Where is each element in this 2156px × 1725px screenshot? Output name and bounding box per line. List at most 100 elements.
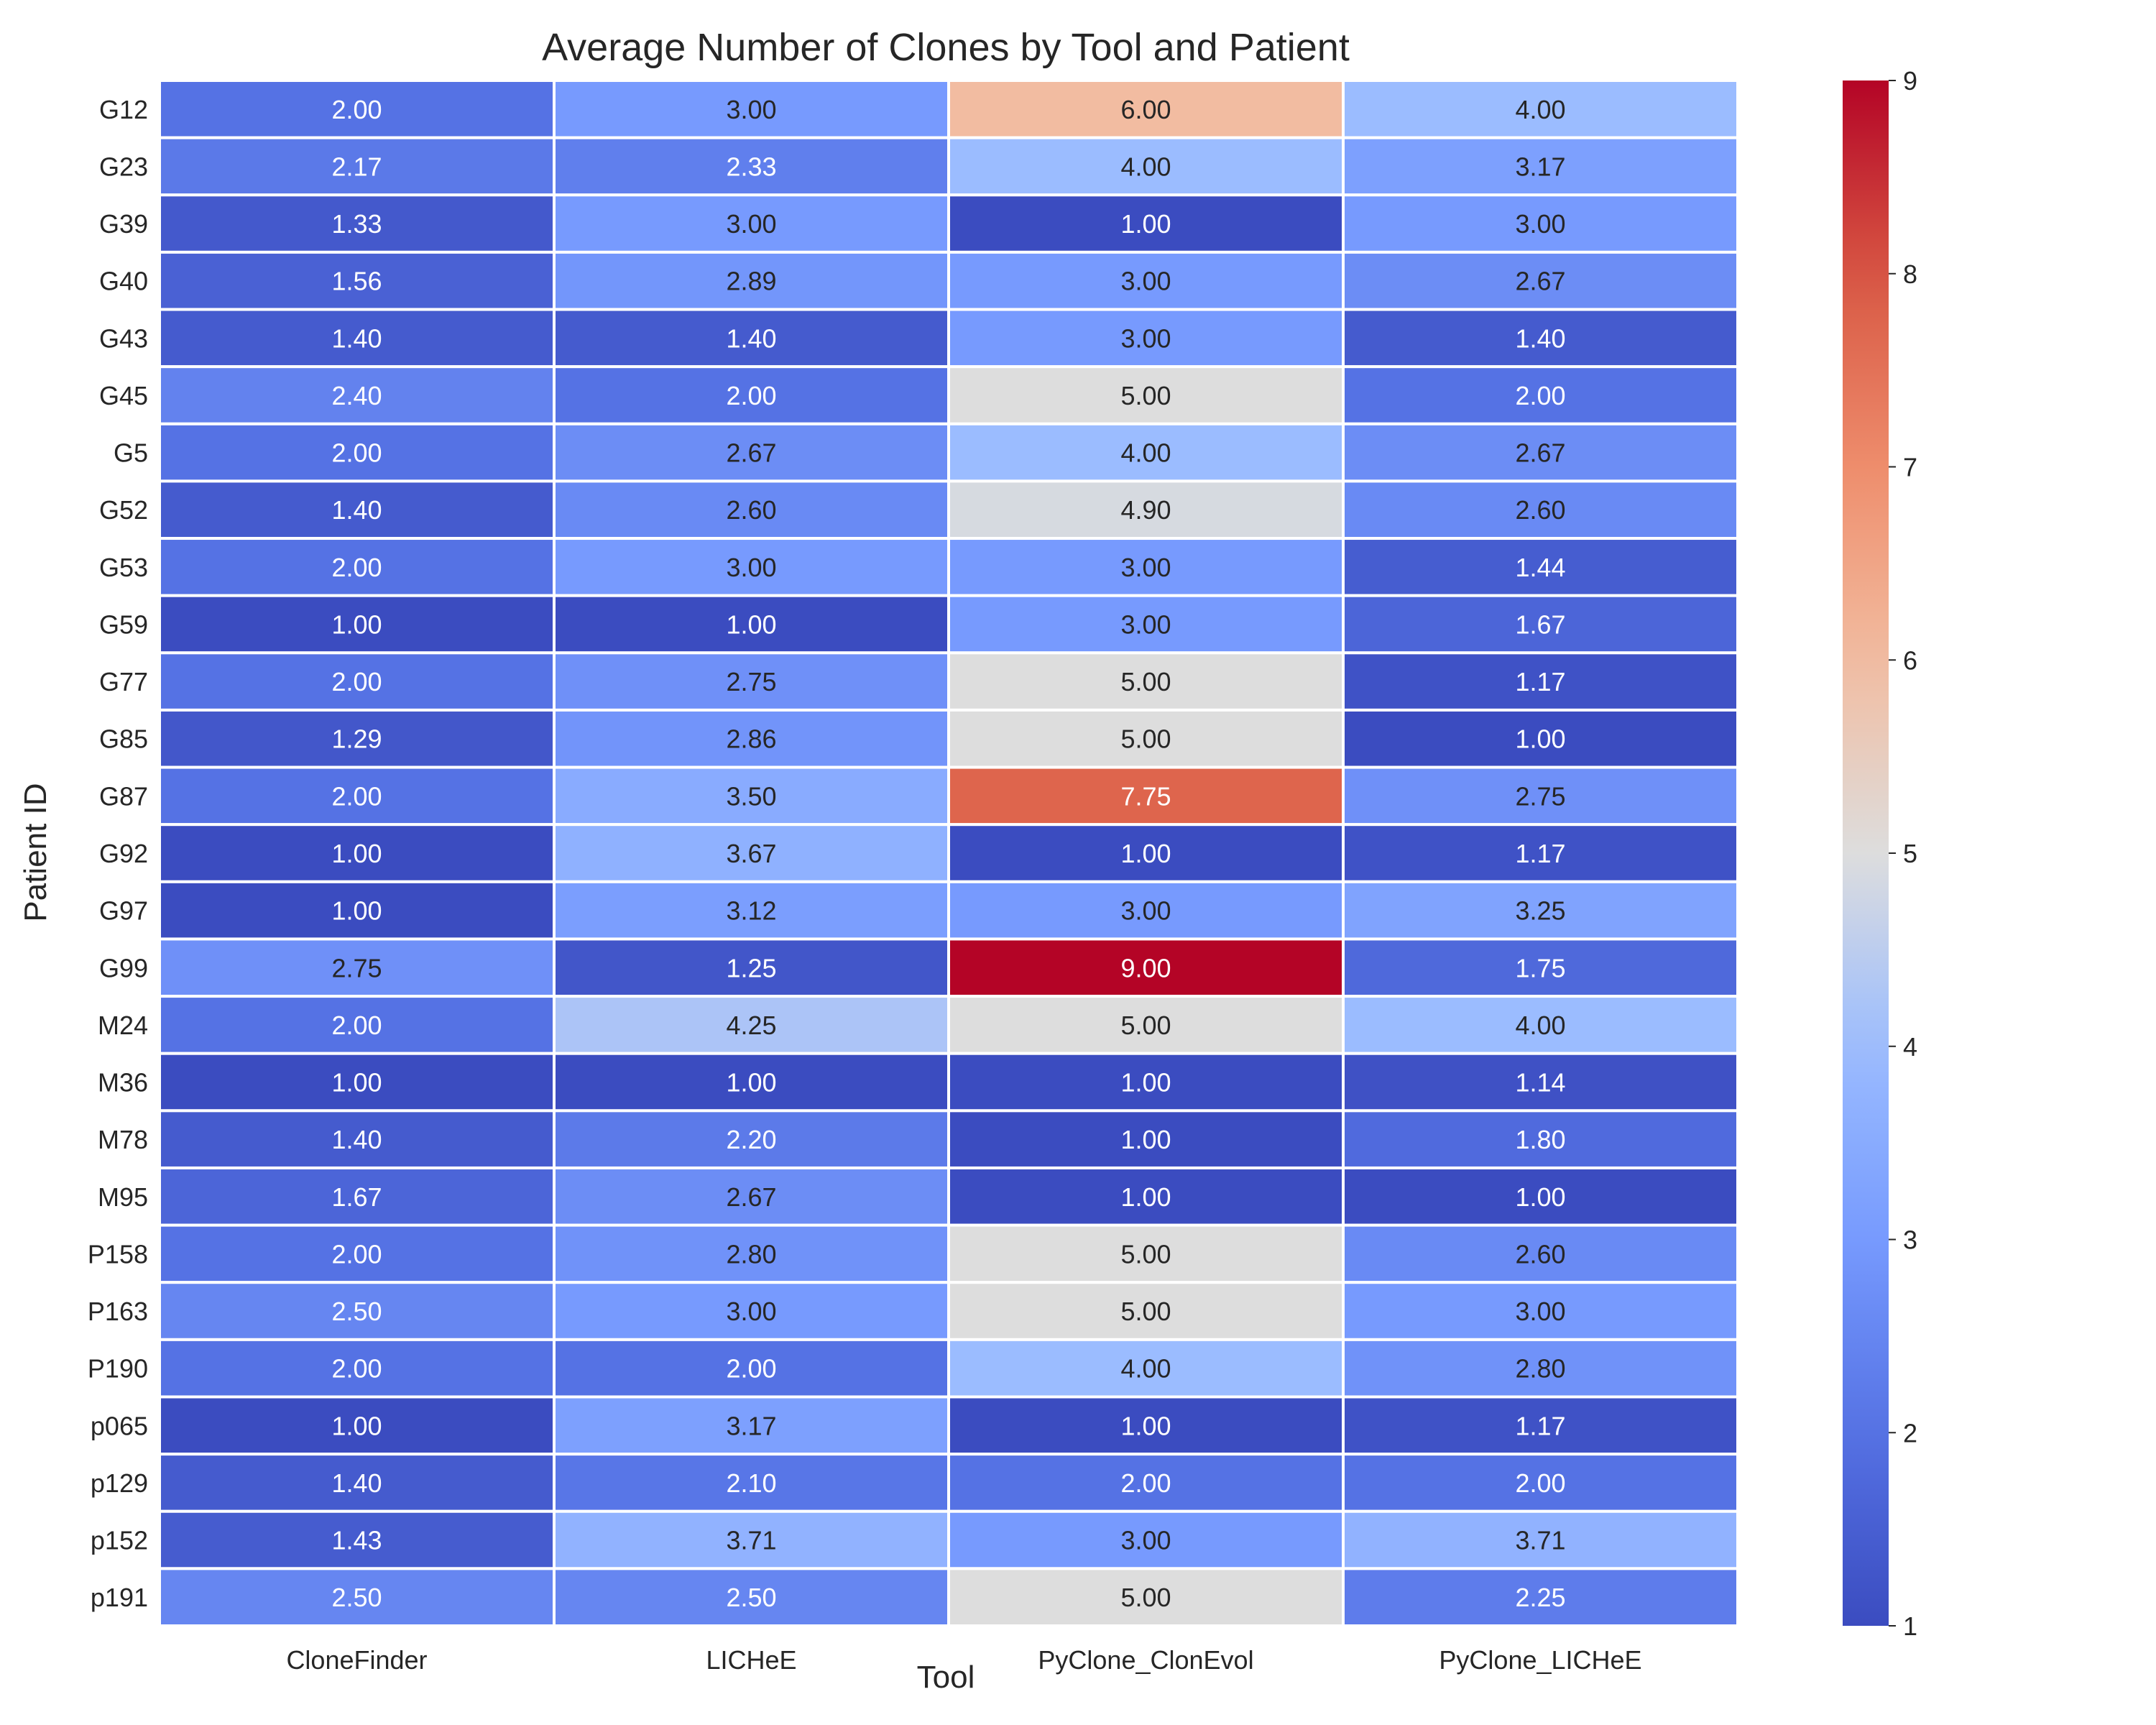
heatmap-cell [553, 823, 950, 883]
cell-value-label: 2.00 [331, 667, 382, 696]
heatmap-cell [1342, 708, 1739, 769]
cell-value-label: 3.00 [726, 553, 776, 582]
cell-value-label: 3.00 [1120, 323, 1171, 353]
y-tick-label: M95 [98, 1182, 148, 1212]
y-tick-label: G53 [99, 553, 148, 582]
cell-value-label: 2.00 [331, 781, 382, 811]
colorbar: 1 2 3 4 5 6 7 8 9 [1843, 66, 1917, 1641]
x-tick-label: PyClone_LICHeE [1439, 1645, 1641, 1675]
cell-value-label: 2.67 [1515, 267, 1565, 296]
heatmap-cell [947, 365, 1345, 426]
x-tick-label: CloneFinder [286, 1645, 427, 1675]
colorbar-tick-label: 5 [1903, 839, 1917, 868]
heatmap-cell [1342, 651, 1739, 712]
y-tick-label: G77 [99, 667, 148, 696]
y-tick-label: G87 [99, 781, 148, 811]
y-tick-label: M24 [98, 1011, 148, 1040]
y-tick-label: G52 [99, 495, 148, 525]
cell-value-label: 3.17 [726, 1411, 776, 1440]
cell-value-label: 2.00 [331, 1354, 382, 1384]
cell-value-label: 1.14 [1515, 1068, 1565, 1098]
heatmap-cell [158, 1453, 556, 1513]
colorbar-tick-label: 8 [1903, 259, 1917, 289]
heatmap-cell [1342, 765, 1739, 827]
heatmap-cell [158, 1109, 556, 1169]
cell-value-label: 1.25 [726, 953, 776, 983]
colorbar-tick-label: 4 [1903, 1032, 1917, 1062]
cell-value-label: 2.00 [331, 438, 382, 468]
cell-value-label: 2.75 [726, 667, 776, 696]
heatmap-cell [553, 308, 950, 369]
heatmap-cell [553, 79, 950, 139]
cell-value-label: 4.00 [1120, 1354, 1171, 1384]
heatmap-cell [553, 708, 950, 769]
heatmap-cell [553, 250, 950, 311]
cell-value-label: 1.40 [331, 1468, 382, 1498]
heatmap-cell [553, 1166, 950, 1227]
heatmap-cell [158, 1052, 556, 1113]
cell-value-label: 1.43 [331, 1526, 382, 1555]
y-tick-label: p129 [91, 1468, 148, 1498]
heatmap-cell [158, 594, 556, 655]
colorbar-tick-label: 2 [1903, 1418, 1917, 1448]
colorbar-tick-label: 3 [1903, 1225, 1917, 1255]
cell-value-label: 1.00 [726, 610, 776, 639]
cell-value-label: 1.00 [331, 1411, 382, 1440]
cell-value-label: 4.00 [1120, 438, 1171, 468]
cell-value-label: 9.00 [1120, 953, 1171, 983]
y-tick-label: G23 [99, 152, 148, 181]
heatmap-cell [1342, 1395, 1739, 1456]
cell-value-label: 2.75 [1515, 781, 1565, 811]
heatmap-cell [1342, 995, 1739, 1055]
heatmap-cell [553, 1052, 950, 1113]
cell-value-label: 2.00 [331, 553, 382, 582]
heatmap-cells: 2.00 3.00 6.00 4.00 2.17 2.33 4.00 3.17 1.33 3.00… [158, 79, 1739, 1627]
heatmap-cell [947, 1509, 1345, 1570]
cell-value-label: 2.00 [331, 1239, 382, 1269]
y-tick-label: P190 [88, 1354, 148, 1384]
cell-value-label: 2.25 [1515, 1583, 1565, 1612]
cell-value-label: 2.86 [726, 724, 776, 754]
cell-value-label: 2.89 [726, 267, 776, 296]
heatmap-cell [1342, 1281, 1739, 1341]
cell-value-label: 3.00 [726, 1297, 776, 1326]
heatmap-cell [1342, 1223, 1739, 1284]
cell-value-label: 1.00 [1120, 209, 1171, 239]
cell-value-label: 2.60 [726, 495, 776, 525]
heatmap-cell [947, 1567, 1345, 1627]
cell-value-label: 1.40 [1515, 323, 1565, 353]
heatmap-cell [158, 937, 556, 998]
cell-value-label: 1.00 [331, 896, 382, 926]
heatmap-cell [1342, 193, 1739, 254]
cell-value-label: 5.00 [1120, 1297, 1171, 1326]
cell-value-label: 2.80 [726, 1239, 776, 1269]
cell-value-label: 2.67 [1515, 438, 1565, 468]
heatmap-cell [1342, 136, 1739, 197]
heatmap-cell [1342, 1453, 1739, 1513]
cell-value-label: 2.00 [331, 1011, 382, 1040]
cell-value-label: 3.71 [726, 1526, 776, 1555]
heatmap-cell [1342, 1109, 1739, 1169]
cell-value-label: 4.00 [1120, 152, 1171, 181]
heatmap-cell [947, 479, 1345, 540]
heatmap-cell [1342, 422, 1739, 483]
cell-value-label: 3.00 [726, 95, 776, 124]
y-tick-label: M78 [98, 1125, 148, 1154]
heatmap-cell [553, 1453, 950, 1513]
cell-value-label: 1.33 [331, 209, 382, 239]
cell-value-label: 3.00 [1120, 267, 1171, 296]
cell-value-label: 2.80 [1515, 1354, 1565, 1384]
heatmap-cell [947, 765, 1345, 827]
x-tick-labels: CloneFinder LICHeE PyClone_ClonEvol PyClone… [286, 1645, 1641, 1675]
heatmap-cell [947, 880, 1345, 941]
heatmap-cell [947, 1281, 1345, 1341]
cell-value-label: 2.10 [726, 1468, 776, 1498]
heatmap-cell [158, 1166, 556, 1227]
heatmap-cell [1342, 1166, 1739, 1227]
cell-value-label: 2.67 [726, 1182, 776, 1212]
cell-value-label: 1.56 [331, 267, 382, 296]
heatmap-cell [947, 1109, 1345, 1169]
cell-value-label: 1.00 [331, 610, 382, 639]
y-tick-label: P158 [88, 1239, 148, 1269]
cell-value-label: 1.67 [331, 1182, 382, 1212]
